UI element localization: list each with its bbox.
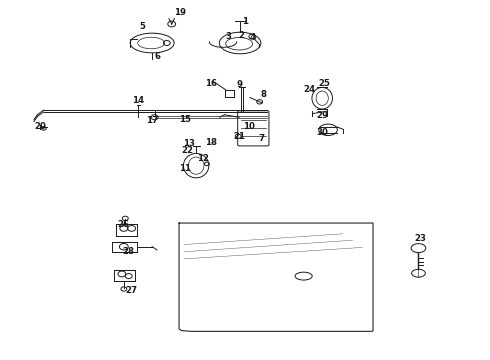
Text: 26: 26 <box>118 220 130 229</box>
Text: 25: 25 <box>318 80 330 89</box>
Text: 15: 15 <box>179 115 191 124</box>
Text: 10: 10 <box>243 122 255 131</box>
Text: 13: 13 <box>183 139 195 148</box>
Text: 4: 4 <box>250 33 256 42</box>
Text: 14: 14 <box>132 96 145 105</box>
Text: 18: 18 <box>205 138 217 147</box>
Text: 28: 28 <box>122 247 135 256</box>
Text: 29: 29 <box>316 111 328 120</box>
Text: 27: 27 <box>125 286 138 295</box>
Text: 9: 9 <box>236 81 242 90</box>
Text: 5: 5 <box>140 22 146 31</box>
Text: 23: 23 <box>414 234 426 243</box>
Text: 17: 17 <box>146 116 158 125</box>
Text: 6: 6 <box>154 53 160 62</box>
Text: 19: 19 <box>174 8 187 17</box>
Text: 22: 22 <box>181 146 194 155</box>
Text: 16: 16 <box>205 80 217 89</box>
Text: 12: 12 <box>197 154 209 163</box>
Text: 7: 7 <box>259 134 265 143</box>
Text: 3: 3 <box>226 32 232 41</box>
Text: 20: 20 <box>35 122 47 131</box>
Text: 1: 1 <box>242 17 248 26</box>
Text: 8: 8 <box>261 90 267 99</box>
Text: 11: 11 <box>179 164 192 173</box>
Text: 24: 24 <box>303 85 316 94</box>
Text: 21: 21 <box>233 132 245 141</box>
Text: 2: 2 <box>238 31 244 40</box>
Text: 30: 30 <box>316 128 328 137</box>
